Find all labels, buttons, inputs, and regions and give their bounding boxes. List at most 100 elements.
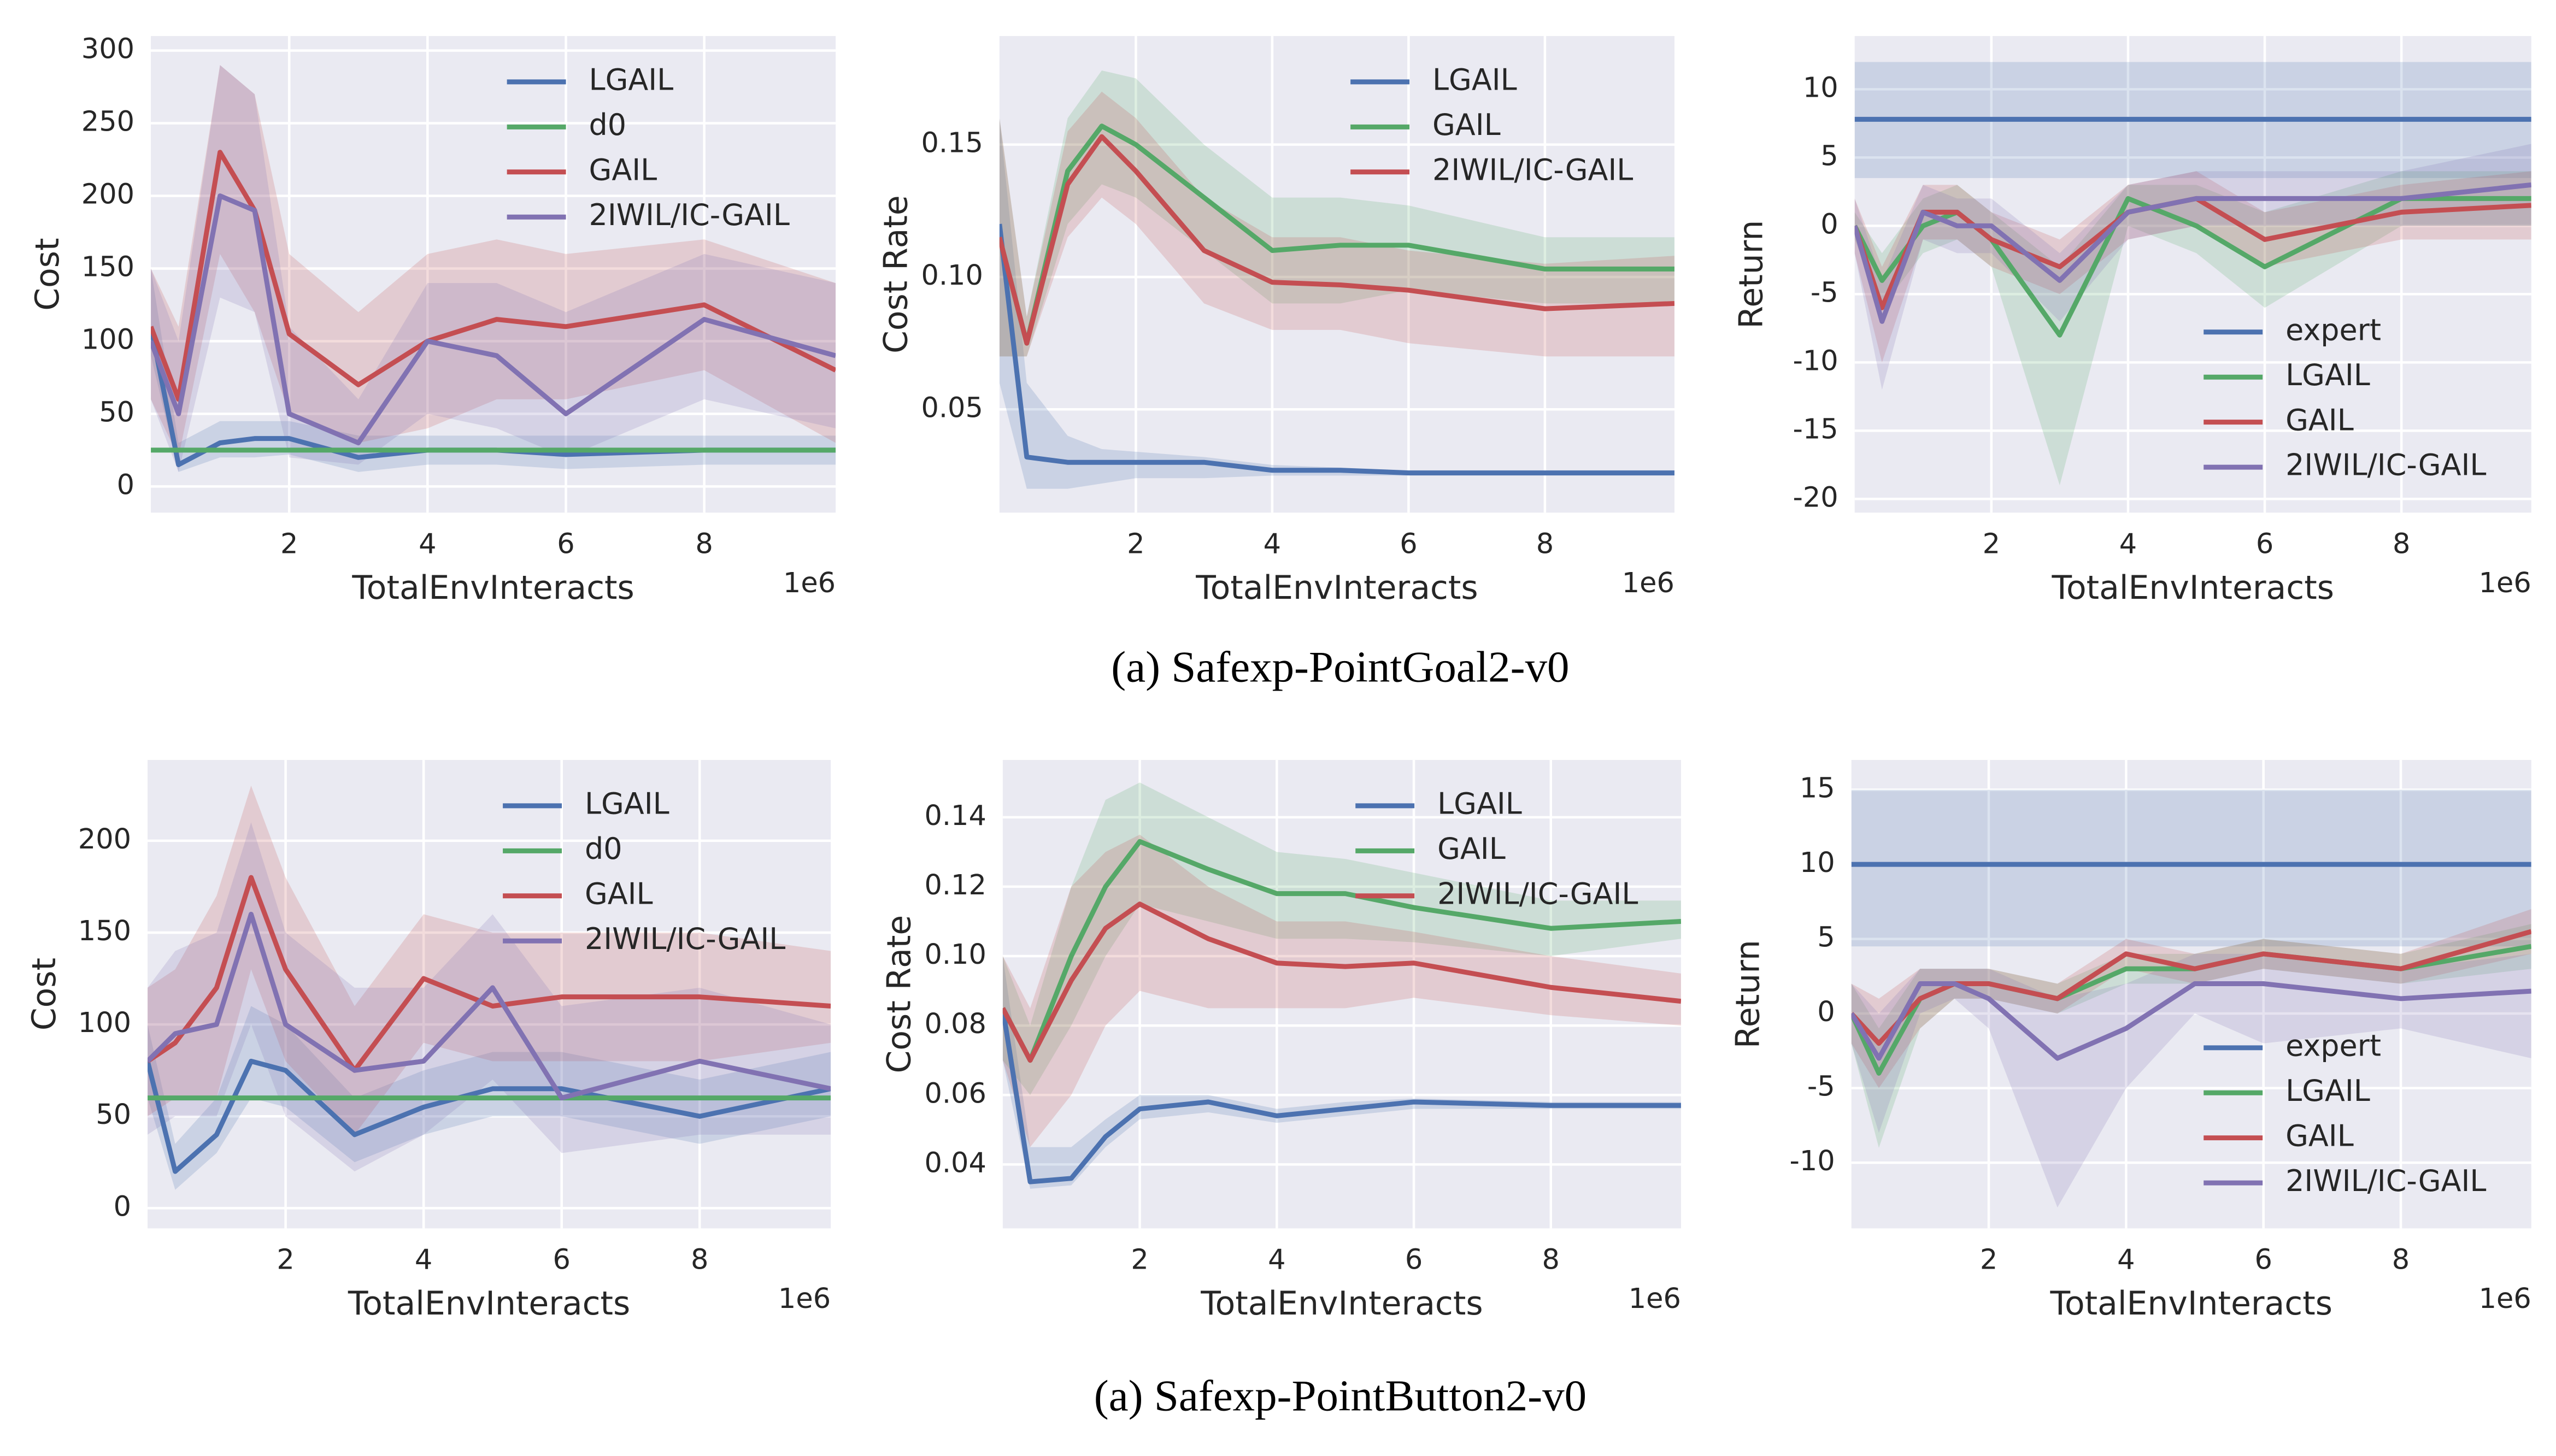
line xyxy=(1002,901,1681,1063)
chart: -10 -5 0 5 10 15 2 4 6 8 TotalEnvInteracts 1e6 Retur… xyxy=(1729,759,2531,1323)
y-tick-label: 100 xyxy=(81,323,134,356)
legend-label: expert xyxy=(2285,1028,2381,1063)
x-tick-label: 6 xyxy=(1405,1243,1423,1276)
x-offset-label: 1e6 xyxy=(778,1283,831,1315)
y-tick-label: 10 xyxy=(1800,847,1835,879)
y-tick-label: -10 xyxy=(1793,345,1838,377)
y-axis-label: Return xyxy=(1732,220,1770,329)
legend-label: LGAIL xyxy=(2285,1074,2370,1108)
chart: 0.04 0.06 0.08 0.10 0.12 0.14 2 4 6 8 TotalEnvInte… xyxy=(880,759,1681,1323)
plot xyxy=(1854,62,2531,486)
x-tick-label: 6 xyxy=(553,1243,570,1276)
x-tick-label: 8 xyxy=(691,1243,708,1276)
x-tick-label: 8 xyxy=(695,528,713,560)
band xyxy=(999,118,1674,489)
line xyxy=(1002,839,1681,1063)
plot xyxy=(148,786,831,1190)
y-tick-label: 0.12 xyxy=(924,869,986,901)
y-axis-label: Cost Rate xyxy=(877,195,915,353)
y-tick-label: 150 xyxy=(78,915,131,947)
y-tick-label: 0 xyxy=(1820,208,1838,240)
plot xyxy=(151,65,836,472)
legend-label: 2IWIL/IC-GAIL xyxy=(2285,1164,2486,1198)
x-tick-label: 2 xyxy=(1131,1243,1148,1276)
x-tick-label: 4 xyxy=(415,1243,432,1276)
chart: 0 50 100 150 200 2 4 6 8 TotalEnvInteracts 1e6 Cost… xyxy=(25,759,831,1323)
caption: (a) Safexp-PointButton2-v0 xyxy=(1094,1371,1587,1420)
line xyxy=(999,134,1674,346)
legend-label: expert xyxy=(2285,313,2381,347)
x-offset-label: 1e6 xyxy=(2479,1283,2531,1315)
legend-label: LGAIL xyxy=(1437,787,1522,821)
x-offset-label: 1e6 xyxy=(783,567,836,599)
x-tick-label: 6 xyxy=(2256,528,2273,560)
plot xyxy=(1851,789,2531,1208)
legend-label: LGAIL xyxy=(589,63,674,97)
legend-label: GAIL xyxy=(1432,108,1501,142)
legend-label: GAIL xyxy=(589,152,657,187)
chart: -20 -15 -10 -5 0 5 10 2 4 6 8 TotalEnvInteracts 1e6 R… xyxy=(1732,36,2531,607)
plot-area xyxy=(1854,36,2531,513)
y-tick-label: -20 xyxy=(1793,481,1838,514)
legend-label: GAIL xyxy=(585,876,653,911)
line xyxy=(151,150,836,402)
y-tick-label: 0.08 xyxy=(924,1008,986,1040)
legend-label: 2IWIL/IC-GAIL xyxy=(589,198,790,232)
y-tick-label: -5 xyxy=(1807,1071,1835,1103)
band xyxy=(1851,953,2531,1208)
y-tick-label: 50 xyxy=(96,1099,131,1131)
y-axis-label: Cost xyxy=(28,238,67,310)
y-axis-label: Cost Rate xyxy=(880,915,919,1074)
legend-label: 2IWIL/IC-GAIL xyxy=(1437,876,1638,911)
x-tick-label: 4 xyxy=(419,528,436,560)
legend-label: 2IWIL/IC-GAIL xyxy=(1432,152,1633,187)
y-tick-label: 10 xyxy=(1803,72,1838,104)
y-tick-label: 250 xyxy=(81,106,134,138)
x-tick-label: 2 xyxy=(277,1243,294,1276)
x-tick-label: 2 xyxy=(1983,528,2000,560)
legend-label: LGAIL xyxy=(1432,63,1517,97)
y-tick-label: 150 xyxy=(81,251,134,283)
plot xyxy=(999,70,1674,489)
y-tick-label: 0.10 xyxy=(921,260,983,292)
chart: 0 50 100 150 200 250 300 2 4 6 8 TotalEnvInteracts 1… xyxy=(28,33,836,607)
band xyxy=(999,91,1674,357)
band xyxy=(1002,956,1681,1189)
x-axis-label: TotalEnvInteracts xyxy=(351,569,634,607)
x-tick-label: 2 xyxy=(280,528,298,560)
plot-area xyxy=(999,36,1674,513)
band xyxy=(1854,144,2531,390)
x-tick-label: 6 xyxy=(557,528,574,560)
x-offset-label: 1e6 xyxy=(2479,567,2531,599)
y-tick-label: -5 xyxy=(1811,276,1838,309)
line xyxy=(999,223,1674,476)
band xyxy=(1851,789,2531,947)
band xyxy=(1002,834,1681,1147)
line xyxy=(151,193,836,446)
y-tick-label: 0.06 xyxy=(924,1077,986,1110)
chart: 0.05 0.10 0.15 2 4 6 8 TotalEnvInteracts 1e6 Cost… xyxy=(877,36,1674,607)
x-offset-label: 1e6 xyxy=(1629,1283,1681,1315)
legend-label: d0 xyxy=(589,108,627,142)
band xyxy=(1002,782,1681,1095)
legend-label: LGAIL xyxy=(2285,358,2370,392)
x-tick-label: 6 xyxy=(2254,1243,2272,1276)
x-axis-label: TotalEnvInteracts xyxy=(348,1284,630,1323)
legend-label: GAIL xyxy=(2285,403,2354,437)
line xyxy=(1851,981,2531,1061)
x-tick-label: 6 xyxy=(1400,528,1417,560)
y-tick-label: 100 xyxy=(78,1007,131,1039)
y-tick-label: 0 xyxy=(114,1190,131,1223)
y-tick-label: 5 xyxy=(1820,140,1838,172)
y-tick-label: 200 xyxy=(78,823,131,856)
y-tick-label: 0 xyxy=(117,469,134,501)
legend-label: d0 xyxy=(585,832,622,866)
y-axis-label: Return xyxy=(1729,940,1767,1048)
plot-area xyxy=(1851,759,2531,1229)
band xyxy=(148,822,831,1172)
y-tick-label: 300 xyxy=(81,33,134,66)
x-tick-label: 4 xyxy=(1264,528,1281,560)
y-tick-label: 50 xyxy=(99,396,134,428)
legend-label: 2IWIL/IC-GAIL xyxy=(585,922,785,956)
